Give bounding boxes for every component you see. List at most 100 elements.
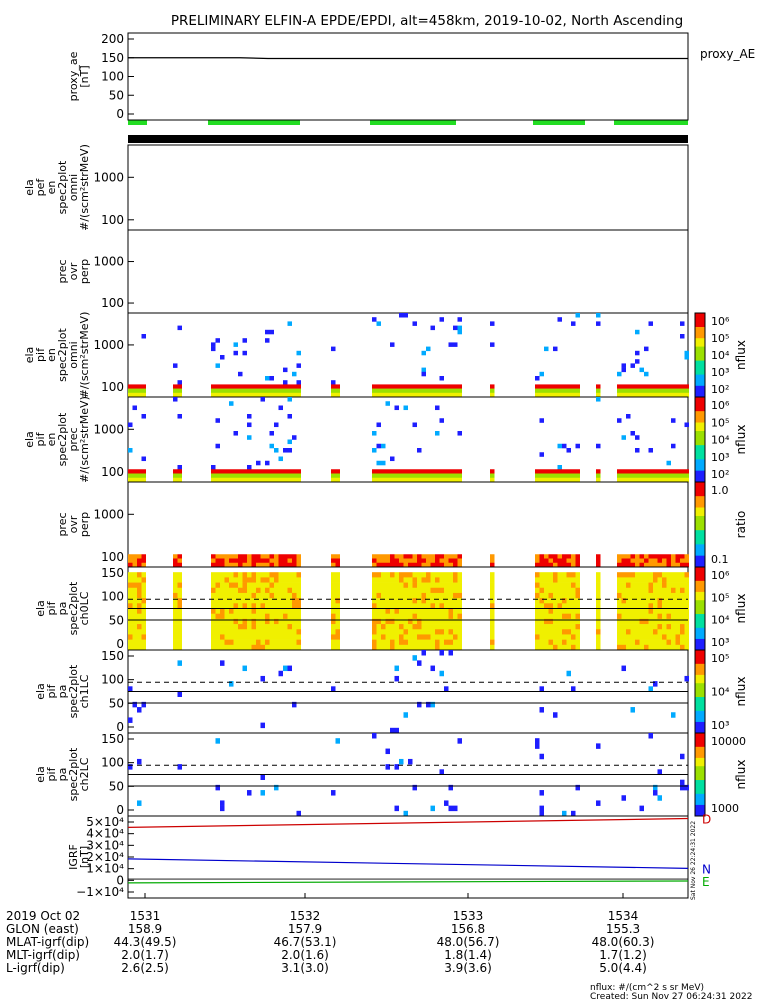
heatmap-cell <box>331 469 336 474</box>
heatmap-cell <box>421 392 426 398</box>
science-zone-segment <box>614 120 688 125</box>
ylabel-line: perp <box>78 259 91 284</box>
colorbar-swatch <box>695 538 705 542</box>
heatmap-cell <box>269 577 274 583</box>
heatmap-cell <box>662 592 667 599</box>
colorbar-swatch <box>695 530 705 534</box>
heatmap-cell <box>644 477 649 483</box>
heatmap-cell <box>426 603 431 609</box>
heatmap-cell <box>557 473 562 479</box>
heatmap-cell <box>385 613 390 620</box>
heatmap-cell <box>394 629 399 635</box>
colorbar-swatch <box>695 768 705 773</box>
heatmap-cell <box>229 469 234 474</box>
heatmap-cell <box>562 562 567 568</box>
heatmap-cell <box>265 572 270 578</box>
heatmap-cell <box>453 558 458 564</box>
colorbar-swatch <box>695 479 705 483</box>
heatmap-cell <box>335 562 340 568</box>
heatmap-cell <box>376 477 381 483</box>
heatmap-cell <box>562 634 567 640</box>
heatmap-cell <box>435 554 440 559</box>
heatmap-cell <box>247 592 252 599</box>
colorbar-swatch <box>695 616 705 621</box>
heatmap-cell <box>137 618 142 625</box>
heatmap-cell <box>630 639 635 646</box>
heatmap-cell <box>403 405 408 411</box>
heatmap-cell <box>557 644 562 651</box>
heatmap-cell <box>653 618 658 625</box>
colorbar-swatch <box>695 771 705 775</box>
heatmap-cell <box>539 452 544 457</box>
heatmap-cell <box>238 469 243 474</box>
heatmap-cell <box>566 554 571 559</box>
colorbar-swatch <box>695 496 705 500</box>
heatmap-cell <box>617 582 622 589</box>
heatmap-cell <box>675 603 680 609</box>
heatmap-cell <box>621 598 626 604</box>
ylabel-line: pif <box>45 600 58 615</box>
heatmap-cell <box>457 469 462 474</box>
colorbar-swatch <box>695 697 705 701</box>
heatmap-cell <box>630 572 635 578</box>
heatmap-cell <box>238 634 243 640</box>
heatmap-cell <box>635 359 640 364</box>
ytick-label: 0 <box>116 107 124 121</box>
heatmap-cell <box>137 629 142 635</box>
colorbar-swatch <box>695 484 705 489</box>
heatmap-cell <box>644 587 649 594</box>
heatmap-cell <box>439 618 444 625</box>
heatmap-cell <box>265 639 270 646</box>
heatmap-cell <box>296 473 301 479</box>
heatmap-cell <box>173 388 178 394</box>
heatmap-cell <box>457 558 462 564</box>
heatmap-cell <box>390 592 395 599</box>
heatmap-cell <box>215 572 220 578</box>
heatmap-cell <box>448 572 453 578</box>
colorbar-tick: 10⁶ <box>711 399 730 412</box>
heatmap-cell <box>283 629 288 635</box>
heatmap-cell <box>490 477 495 483</box>
heatmap-cell <box>657 562 662 568</box>
heatmap-cell <box>394 727 399 734</box>
heatmap-cell <box>575 603 580 609</box>
heatmap-cell <box>644 554 649 559</box>
heatmap-cell <box>274 618 279 625</box>
heatmap-cell <box>435 644 440 651</box>
heatmap-cell <box>596 384 601 389</box>
heatmap-cell <box>639 639 644 646</box>
heatmap-cell <box>626 629 631 635</box>
heatmap-cell <box>662 603 667 609</box>
heatmap-cell <box>439 418 444 423</box>
colorbar-swatch <box>695 644 705 648</box>
heatmap-cell <box>544 608 549 614</box>
heatmap-cell <box>238 562 243 568</box>
heatmap-cell <box>233 644 238 651</box>
heatmap-cell <box>220 582 225 589</box>
heatmap-cell <box>141 701 146 708</box>
heatmap-cell <box>457 639 462 646</box>
heatmap-cell <box>335 392 340 398</box>
heatmap-cell <box>278 624 283 630</box>
heatmap-cell <box>575 388 580 394</box>
ylabel-line: IGRF <box>67 844 80 870</box>
heatmap-cell <box>566 587 571 594</box>
heatmap-cell <box>331 624 336 630</box>
science-zone-segment <box>533 120 585 125</box>
heatmap-cell <box>399 313 404 318</box>
heatmap-cell <box>238 473 243 479</box>
heatmap-cell <box>648 577 653 583</box>
heatmap-cell <box>292 582 297 589</box>
heatmap-cell <box>648 562 653 568</box>
heatmap-cell <box>238 558 243 564</box>
heatmap-cell <box>296 598 301 604</box>
heatmap-cell <box>412 562 417 568</box>
heatmap-cell <box>435 572 440 578</box>
heatmap-cell <box>224 554 229 559</box>
heatmap-cell <box>372 473 377 479</box>
xaxis-row-value: 2.0(1.7) <box>121 948 169 962</box>
heatmap-cell <box>566 618 571 625</box>
heatmap-cell <box>287 469 292 474</box>
